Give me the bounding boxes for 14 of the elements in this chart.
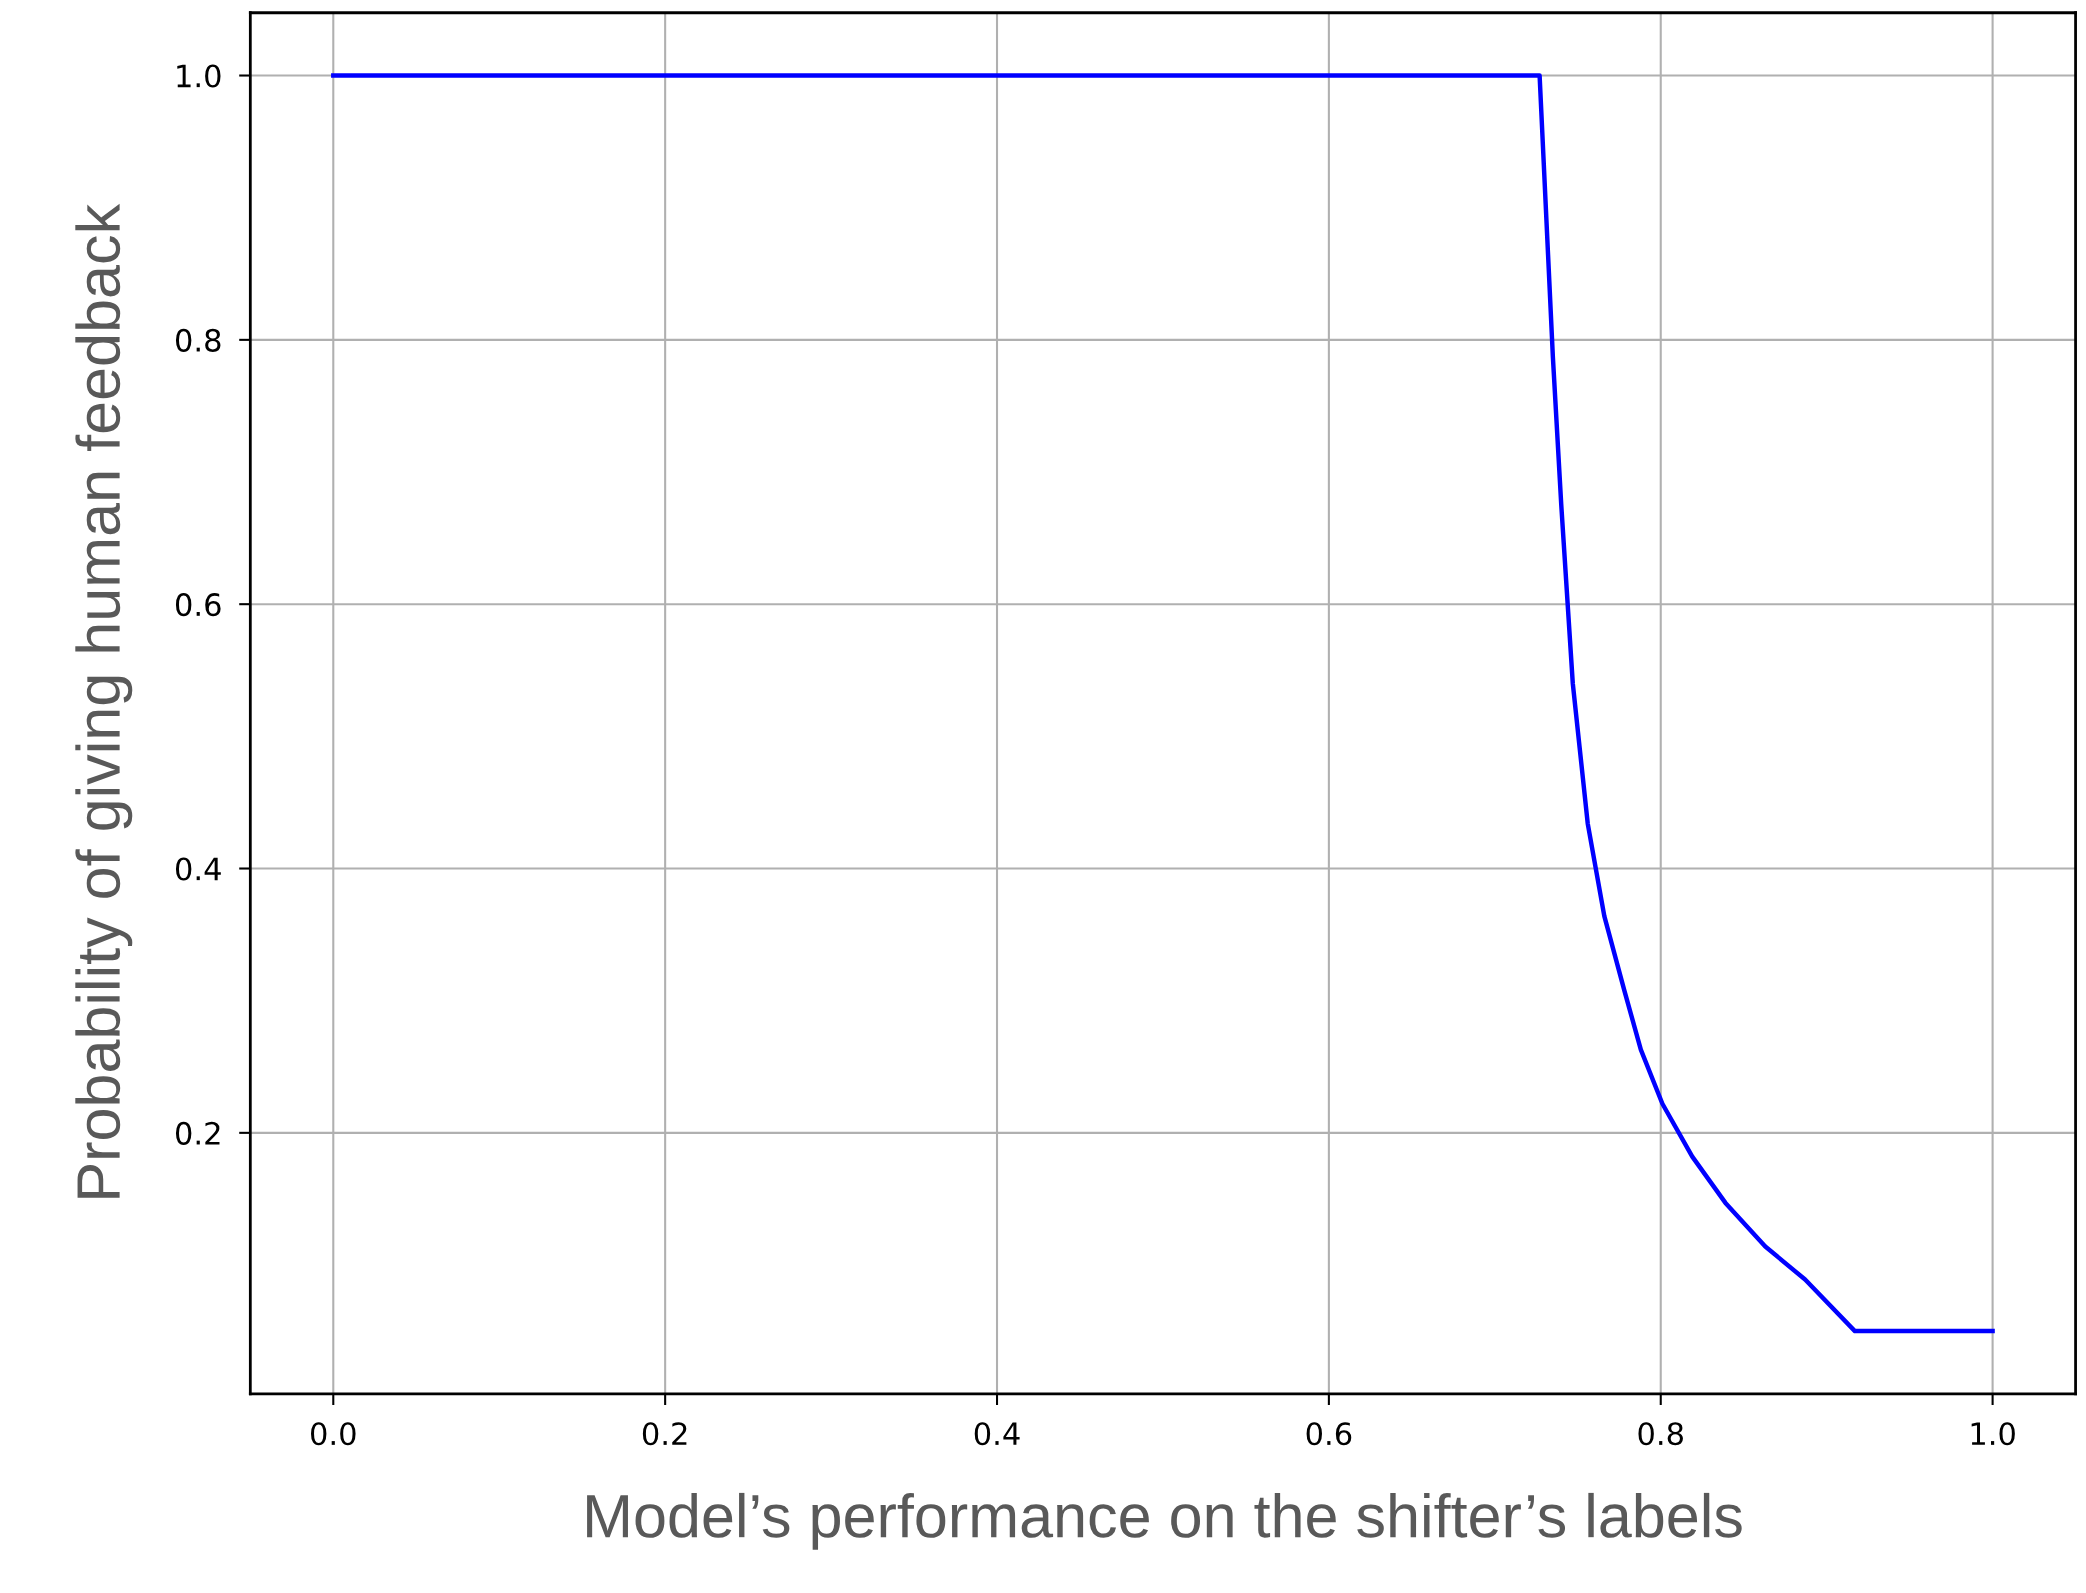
y-axis-title: Probability of giving human feedback (75, 203, 133, 1198)
y-tick-label: 0.6 (175, 593, 221, 617)
y-tick-label: 0.4 (175, 857, 221, 881)
x-tick-label: 0.8 (1638, 1422, 1683, 1446)
y-tick-label: 0.8 (175, 328, 221, 352)
x-axis-title: Model’s performance on the shifter’s labels (587, 1492, 1742, 1550)
x-tick-label: 0.0 (311, 1422, 356, 1446)
x-tick-label: 0.4 (974, 1422, 1020, 1446)
x-tick-label: 0.6 (1306, 1422, 1352, 1446)
y-tick-label: 1.0 (177, 64, 221, 88)
x-tick-label: 0.2 (642, 1422, 687, 1446)
line-series (331, 73, 1995, 1334)
x-tick-label: 1.0 (1971, 1422, 2015, 1446)
y-tick-label: 0.2 (175, 1121, 220, 1145)
